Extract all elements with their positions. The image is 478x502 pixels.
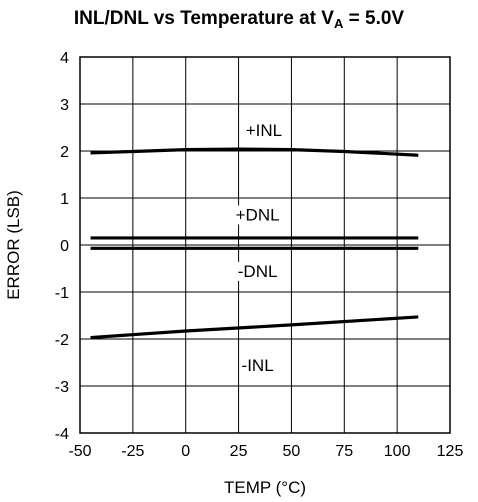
series-label: -DNL <box>238 262 278 281</box>
series-label: -INL <box>242 356 274 375</box>
series-label-background <box>236 261 279 281</box>
x-tick-label: 0 <box>181 443 190 460</box>
series-line <box>90 147 419 157</box>
series-label-background <box>234 205 281 225</box>
y-tick-label: 0 <box>60 238 69 255</box>
x-axis-label: TEMP (°C) <box>224 478 306 497</box>
x-tick-label: 50 <box>283 443 301 460</box>
y-tick-label: 4 <box>60 50 69 67</box>
series-lines <box>90 147 419 340</box>
x-tick-label: 75 <box>335 443 353 460</box>
y-tick-label: -2 <box>55 332 69 349</box>
series-label-background <box>244 120 284 140</box>
chart-title-tail: = 5.0V <box>343 8 405 29</box>
x-tick-label: 125 <box>437 443 464 460</box>
x-tick-label: 25 <box>230 443 248 460</box>
chart-title-main: INL/DNL vs Temperature at V <box>73 8 334 29</box>
series-label: +DNL <box>236 205 280 224</box>
series-label: +INL <box>246 121 282 140</box>
series-labels: +INL +DNL -DNL -INL <box>234 120 284 375</box>
x-tick-label: -25 <box>121 443 144 460</box>
y-tick-label: -4 <box>55 426 69 443</box>
chart-title: INL/DNL vs Temperature at VA = 5.0V <box>0 8 478 31</box>
chart-title-subscript: A <box>333 16 344 31</box>
tick-labels: -50 -25 0 25 50 75 100 125 -4 -3 -2 -1 0 1 2 3 4 <box>55 50 464 460</box>
y-tick-label: 2 <box>60 144 69 161</box>
x-tick-label: 100 <box>384 443 411 460</box>
y-axis-label: ERROR (LSB) <box>4 190 23 300</box>
y-tick-label: -1 <box>55 285 69 302</box>
y-tick-label: 3 <box>60 97 69 114</box>
plot-frame <box>79 56 451 434</box>
grid-lines <box>79 56 451 434</box>
y-tick-label: -3 <box>55 379 69 396</box>
series-label-background <box>240 355 275 375</box>
series-line <box>90 315 419 340</box>
y-tick-label: 1 <box>60 191 69 208</box>
x-tick-label: -50 <box>68 443 91 460</box>
